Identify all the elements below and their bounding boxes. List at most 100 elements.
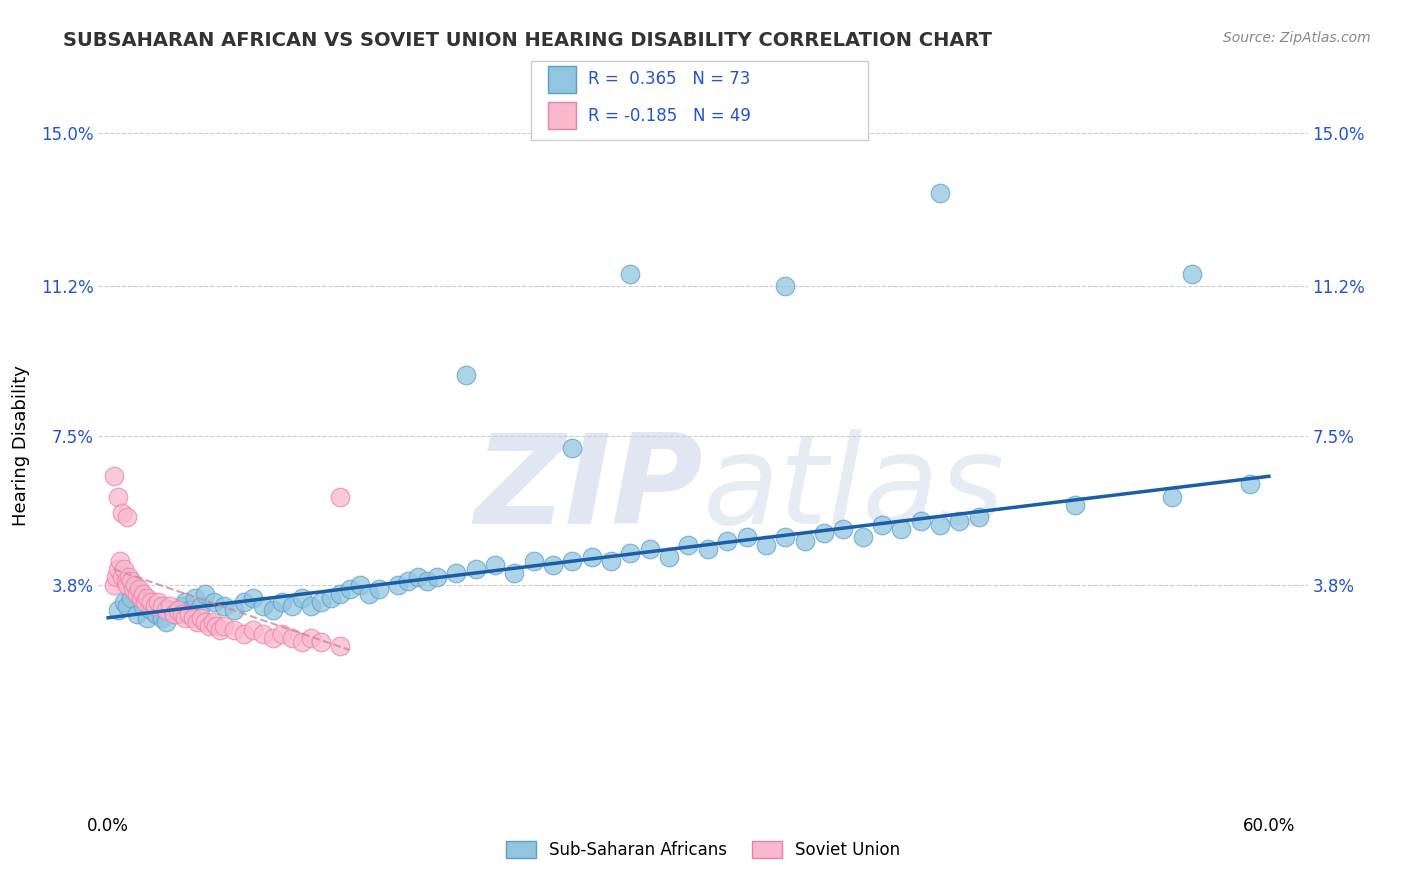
Point bbox=[359, 586, 381, 600]
Point bbox=[104, 570, 127, 584]
Text: R = -0.185   N = 49: R = -0.185 N = 49 bbox=[588, 107, 751, 125]
Point bbox=[127, 607, 149, 621]
Point bbox=[252, 627, 274, 641]
Point bbox=[181, 611, 204, 625]
Point bbox=[232, 594, 254, 608]
Point bbox=[426, 570, 449, 584]
Point bbox=[112, 594, 135, 608]
Point bbox=[134, 594, 156, 608]
Point bbox=[329, 586, 352, 600]
Point bbox=[166, 602, 188, 616]
Point bbox=[170, 599, 193, 613]
Point bbox=[1239, 477, 1261, 491]
Point bbox=[1180, 267, 1202, 281]
Point bbox=[813, 525, 835, 540]
Point bbox=[232, 627, 254, 641]
Text: SUBSAHARAN AFRICAN VS SOVIET UNION HEARING DISABILITY CORRELATION CHART: SUBSAHARAN AFRICAN VS SOVIET UNION HEARI… bbox=[63, 31, 993, 50]
Point bbox=[129, 591, 152, 605]
Point bbox=[184, 591, 207, 605]
Point bbox=[212, 619, 235, 633]
Point bbox=[503, 566, 526, 581]
Point bbox=[870, 517, 893, 532]
Point bbox=[290, 635, 312, 649]
Point bbox=[155, 602, 177, 616]
Point bbox=[454, 368, 477, 383]
Point bbox=[108, 554, 131, 568]
Point bbox=[678, 538, 700, 552]
Point bbox=[696, 542, 718, 557]
Point bbox=[561, 554, 583, 568]
Point bbox=[281, 631, 304, 645]
Text: R =  0.365   N = 73: R = 0.365 N = 73 bbox=[588, 70, 749, 88]
Point bbox=[290, 591, 312, 605]
Point bbox=[145, 607, 167, 621]
Point bbox=[271, 594, 294, 608]
Point bbox=[205, 619, 228, 633]
Point bbox=[212, 599, 235, 613]
Point bbox=[209, 623, 232, 637]
Point bbox=[112, 562, 135, 576]
Point bbox=[132, 599, 155, 613]
Point bbox=[194, 586, 217, 600]
Point bbox=[159, 599, 181, 613]
Point bbox=[242, 623, 264, 637]
Point bbox=[349, 578, 371, 592]
Point bbox=[561, 441, 583, 455]
Point bbox=[1161, 490, 1184, 504]
Point bbox=[1064, 498, 1087, 512]
Point bbox=[929, 517, 952, 532]
Point bbox=[117, 509, 139, 524]
Point bbox=[309, 594, 332, 608]
Point bbox=[186, 615, 208, 629]
Point bbox=[262, 631, 284, 645]
Point bbox=[852, 530, 875, 544]
Point bbox=[619, 546, 641, 560]
Point bbox=[174, 611, 197, 625]
Point bbox=[929, 186, 952, 201]
Point bbox=[319, 591, 342, 605]
Point bbox=[755, 538, 778, 552]
Point bbox=[890, 522, 912, 536]
Point bbox=[135, 591, 157, 605]
Point bbox=[658, 550, 681, 565]
Point bbox=[252, 599, 274, 613]
Point bbox=[484, 558, 506, 573]
Point bbox=[396, 574, 419, 589]
Point bbox=[117, 599, 139, 613]
Y-axis label: Hearing Disability: Hearing Disability bbox=[11, 366, 30, 526]
Point bbox=[222, 602, 245, 616]
Text: atlas: atlas bbox=[703, 429, 1005, 550]
Point bbox=[329, 639, 352, 653]
Point bbox=[716, 533, 738, 548]
Point bbox=[120, 574, 142, 589]
Point bbox=[150, 611, 173, 625]
Point bbox=[368, 582, 391, 597]
Point bbox=[967, 509, 990, 524]
Point bbox=[128, 582, 150, 597]
Point bbox=[143, 599, 166, 613]
Point bbox=[242, 591, 264, 605]
Point bbox=[201, 615, 224, 629]
Point bbox=[132, 586, 155, 600]
Point bbox=[773, 530, 796, 544]
Point bbox=[773, 279, 796, 293]
Point bbox=[114, 574, 136, 589]
Point bbox=[197, 619, 219, 633]
Point bbox=[163, 607, 186, 621]
Point bbox=[139, 594, 162, 608]
Point bbox=[118, 570, 141, 584]
Point bbox=[111, 506, 134, 520]
Point bbox=[406, 570, 429, 584]
Point bbox=[148, 594, 170, 608]
Point bbox=[103, 578, 125, 592]
Point bbox=[127, 586, 149, 600]
Point bbox=[111, 570, 134, 584]
Point bbox=[190, 611, 212, 625]
Point bbox=[793, 533, 815, 548]
Point bbox=[179, 607, 201, 621]
Point bbox=[174, 594, 197, 608]
Point bbox=[165, 607, 187, 621]
Point bbox=[600, 554, 623, 568]
Point bbox=[910, 514, 932, 528]
Point bbox=[179, 602, 201, 616]
